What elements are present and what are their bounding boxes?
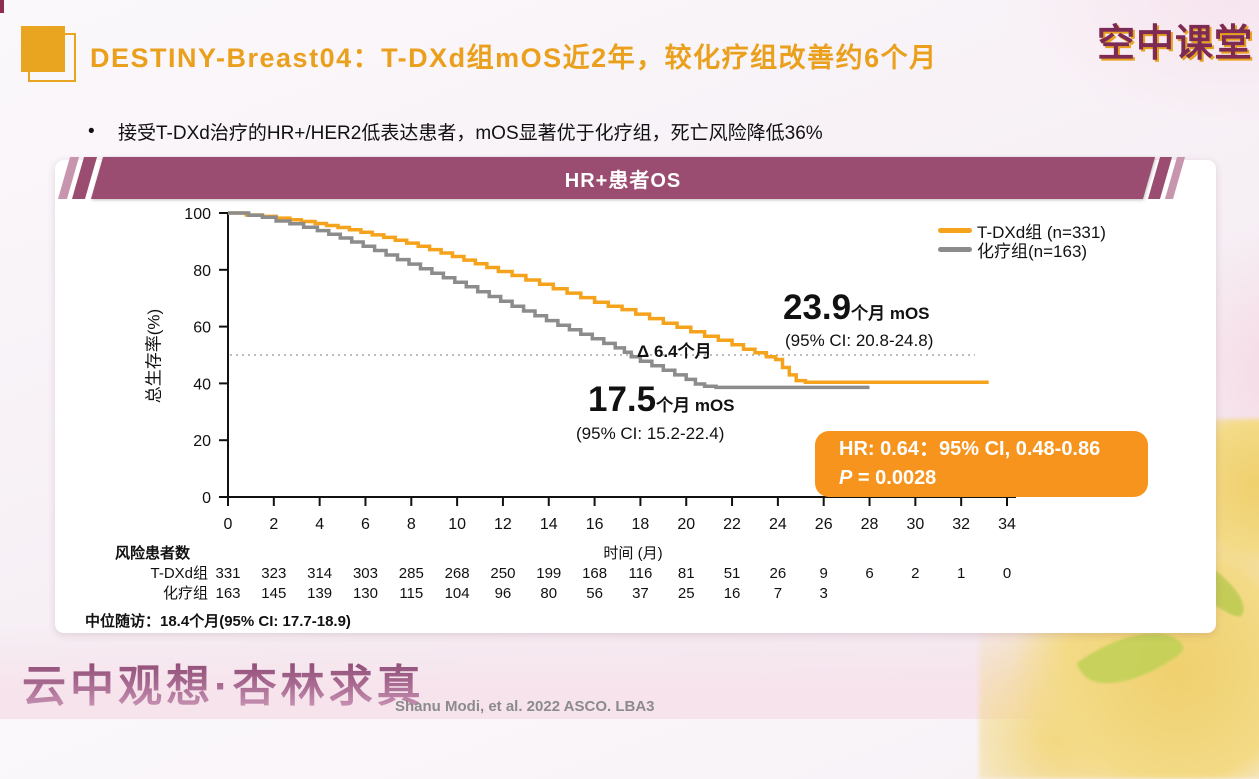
legend-label-chemo: 化疗组(n=163) <box>977 242 1088 261</box>
kongzhong-ketang-logo: 空中课堂 <box>1096 23 1253 65</box>
chemo-ci-annotation: (95% CI: 15.2-22.4) <box>576 424 725 443</box>
p-value-line: P = 0.0028 <box>839 464 1148 493</box>
title-ornament-square <box>21 26 65 72</box>
tdxd-ci-annotation: (95% CI: 20.8-24.8) <box>785 331 934 350</box>
y-axis-label: 总生存率(%) <box>144 308 164 404</box>
chemo-median-annotation: 17.5个月 mOS <box>588 380 735 420</box>
citation-text: Shanu Modi, et al. 2022 ASCO. LBA3 <box>395 698 655 715</box>
tdxd-median-annotation: 23.9个月 mOS <box>783 288 930 328</box>
chart-legend: T-DXd组 (n=331) 化疗组(n=163) <box>938 221 1106 261</box>
hazard-ratio-box: HR: 0.64：95% CI, 0.48-0.86 P = 0.0028 <box>815 431 1148 497</box>
tdxd-median-unit: 个月 mOS <box>851 304 930 323</box>
bullet-marker: • <box>88 121 95 142</box>
delta-annotation: Δ 6.4个月 <box>637 342 712 361</box>
hr-line: HR: 0.64：95% CI, 0.48-0.86 <box>839 438 1101 460</box>
tdxd-median-value: 23.9 <box>783 288 852 327</box>
panel-header-title: HR+患者OS <box>564 169 682 192</box>
p-label: P <box>839 467 853 489</box>
tdxd-line-swatch <box>938 228 972 233</box>
chemo-median-value: 17.5 <box>588 380 657 419</box>
panel-header-banner: HR+患者OS <box>90 157 1156 199</box>
median-followup-footnote: 中位随访：18.4个月(95% CI: 17.7-18.9) <box>85 613 351 630</box>
legend-label-tdxd: T-DXd组 (n=331) <box>977 223 1106 242</box>
chemo-line-swatch <box>938 247 972 252</box>
page-title: DESTINY-Breast04：T-DXd组mOS近2年，较化疗组改善约6个月 <box>90 43 938 73</box>
legend-item-chemo: 化疗组(n=163) <box>938 240 1106 261</box>
chemo-median-unit: 个月 mOS <box>656 396 735 415</box>
watermark-text: 云中观想·杏林求真 <box>22 650 425 714</box>
p-value: = 0.0028 <box>852 467 937 489</box>
corner-accent <box>0 0 4 13</box>
summary-bullet-text: 接受T-DXd治疗的HR+/HER2低表达患者，mOS显著优于化疗组，死亡风险降… <box>118 123 823 144</box>
